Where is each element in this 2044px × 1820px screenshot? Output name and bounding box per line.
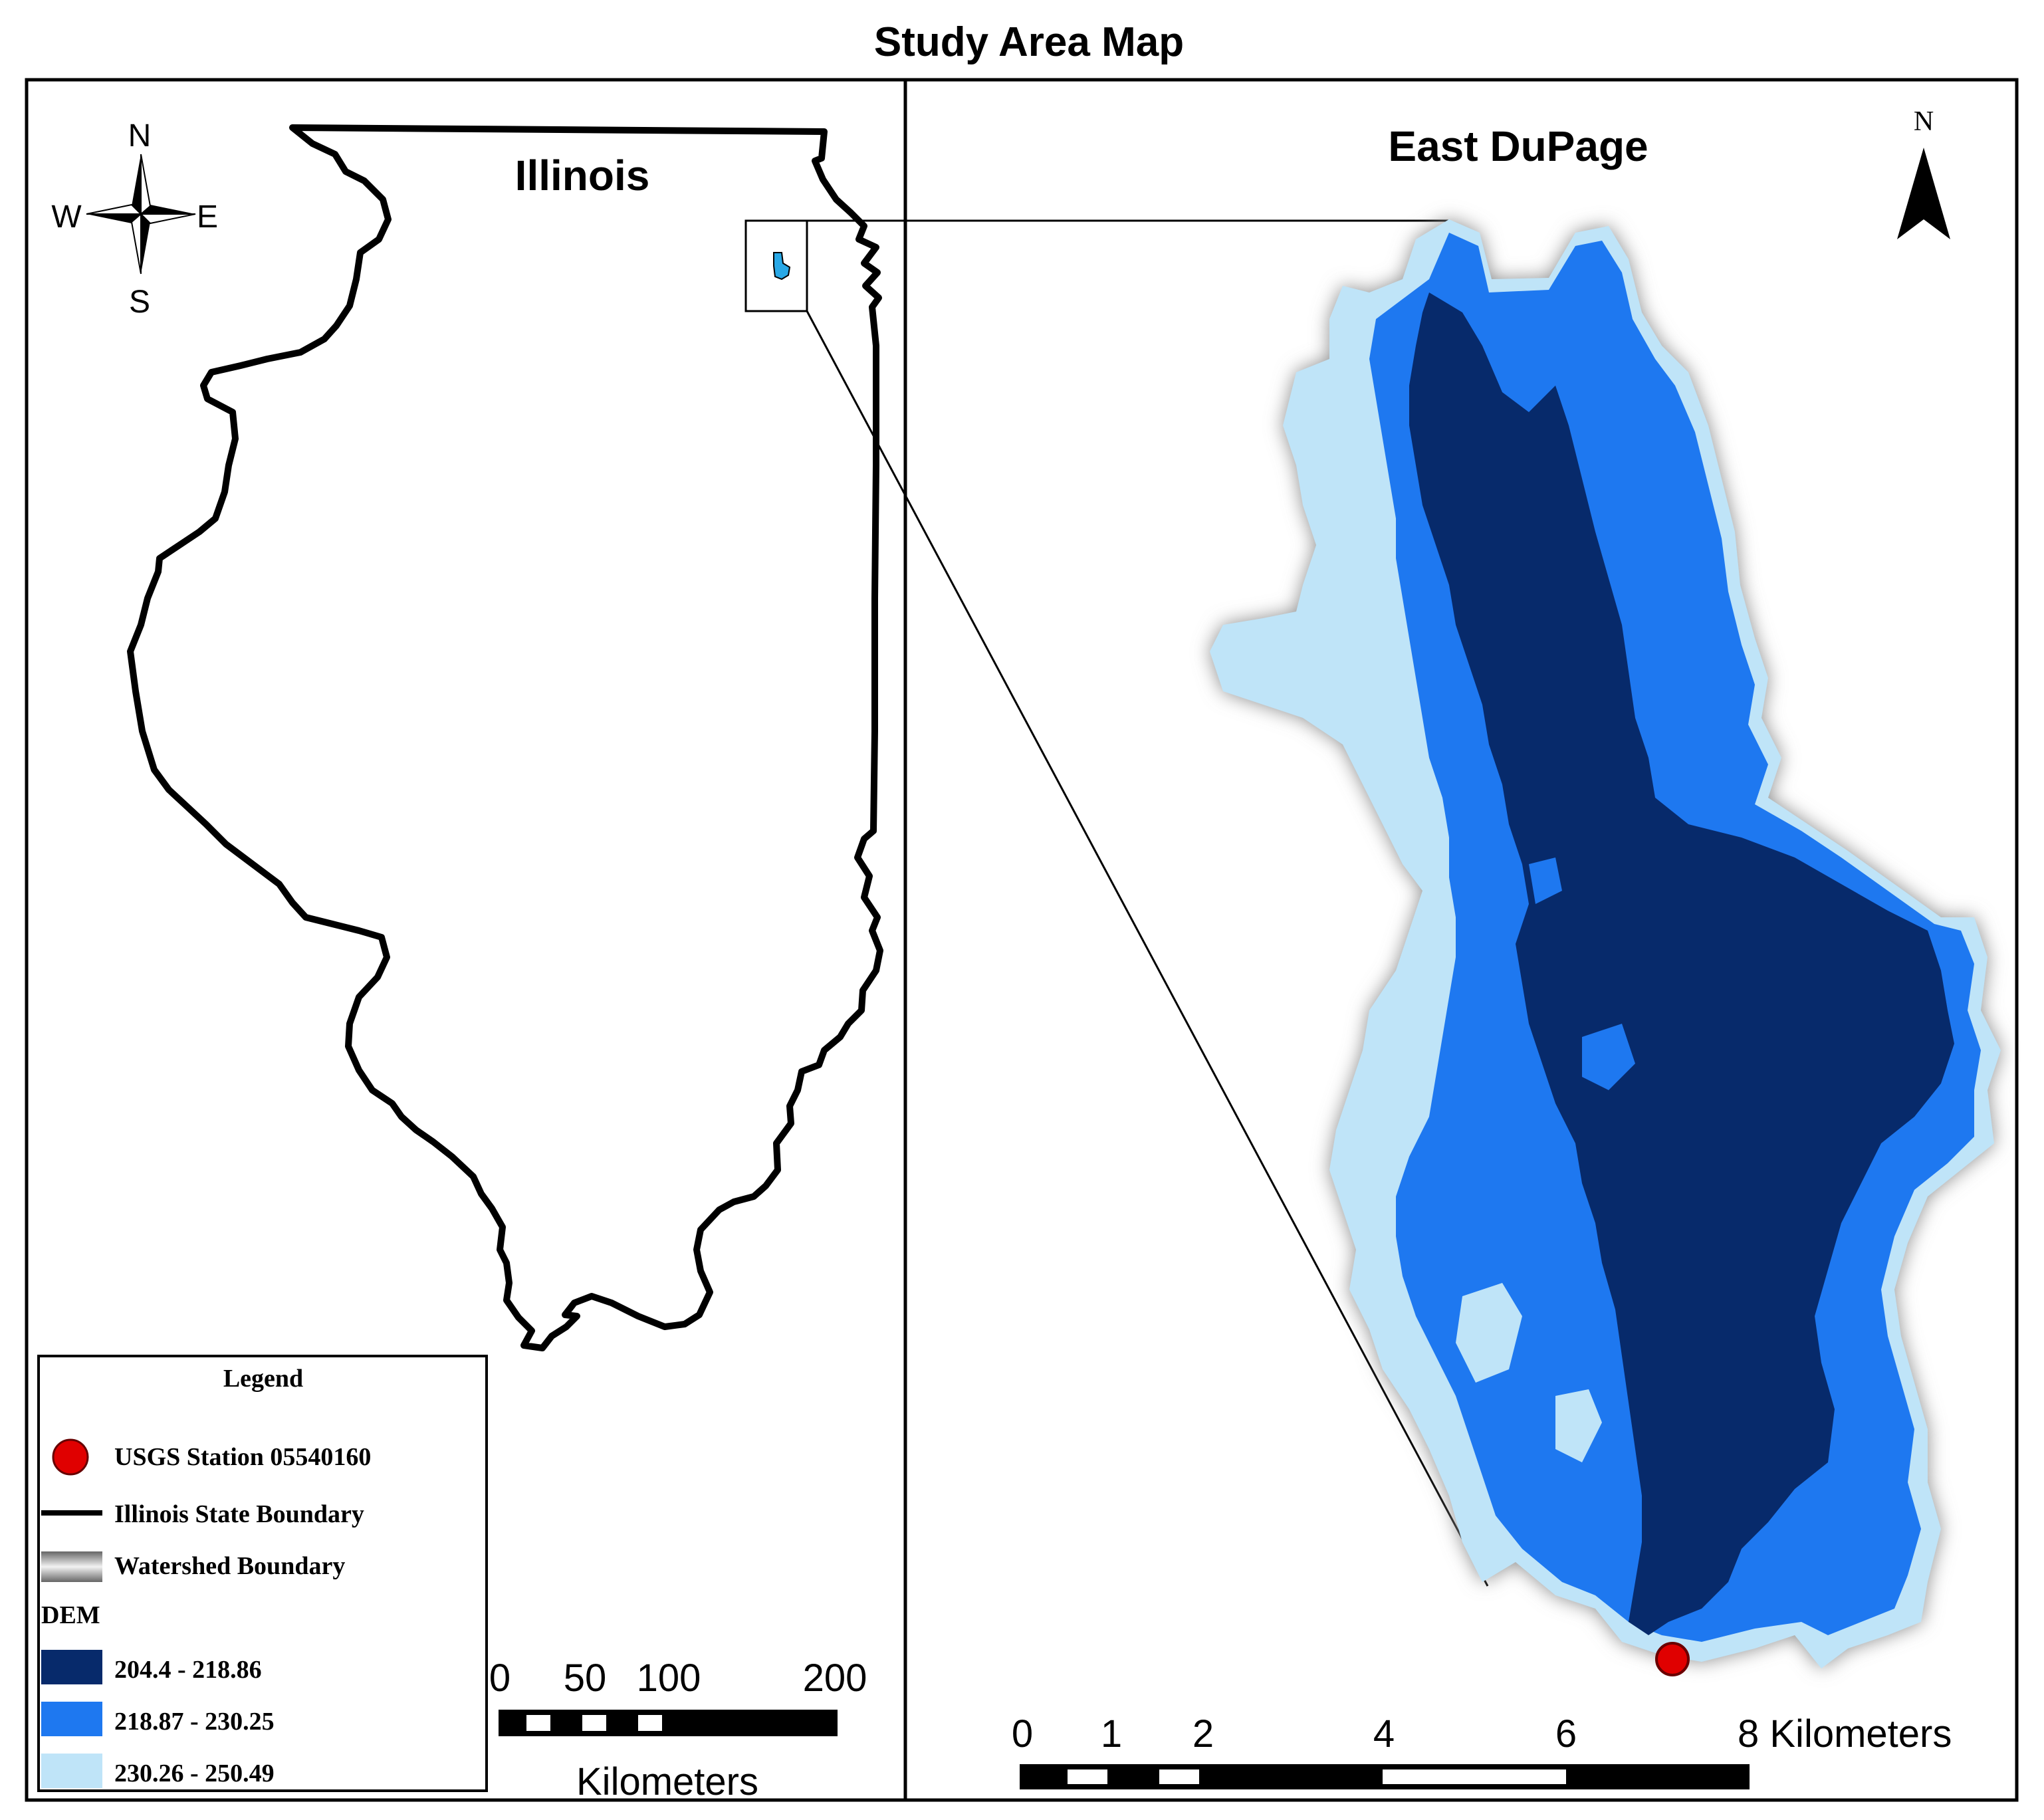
legend-station-symbol (52, 1438, 89, 1476)
dem-patch-2 (1555, 1389, 1602, 1462)
watershed-dem-map (1210, 219, 2001, 1668)
usgs-station-marker (1655, 1642, 1690, 1676)
legend-dem-label-mid: 218.87 - 230.25 (114, 1708, 275, 1736)
legend-dem-title: DEM (41, 1601, 100, 1629)
right-scale-tick-1: 1 (1101, 1712, 1122, 1756)
right-scale-tick-8-units: 8 Kilometers (1738, 1712, 1952, 1756)
compass-north-label: N (128, 118, 152, 154)
dem-class-low (1409, 292, 1954, 1635)
legend-watershed-label: Watershed Boundary (114, 1552, 345, 1580)
legend-dem-swatch-high (41, 1754, 102, 1788)
zoom-line-bottom (806, 310, 1489, 1587)
legend-box (37, 1355, 488, 1792)
north-arrow-icon (1897, 148, 1950, 239)
legend-dem-label-low: 204.4 - 218.86 (114, 1656, 262, 1684)
legend-dem-swatch-low (41, 1650, 102, 1684)
right-scale-tick-6: 6 (1555, 1712, 1577, 1756)
inset-extent-box (744, 219, 808, 312)
watershed-inset-shape (773, 252, 791, 281)
illinois-state-boundary (127, 124, 883, 1351)
legend-title: Legend (223, 1365, 303, 1393)
compass-east-label: E (197, 199, 218, 235)
left-scale-bar (499, 1710, 838, 1736)
legend-station-label: USGS Station 05540160 (114, 1443, 371, 1471)
dem-patch-3 (1582, 1024, 1635, 1090)
right-panel-frame (903, 78, 2019, 1802)
left-scale-tick-0: 0 (489, 1656, 511, 1700)
right-scale-tick-2: 2 (1192, 1712, 1214, 1756)
right-scale-tick-4: 4 (1373, 1712, 1395, 1756)
legend-watershed-symbol (41, 1551, 102, 1582)
legend-dem-label-high: 230.26 - 250.49 (114, 1760, 275, 1787)
left-scale-tick-200: 200 (803, 1656, 867, 1700)
left-scale-units: Kilometers (576, 1760, 758, 1803)
dem-patch-4 (1529, 857, 1562, 904)
legend-state-boundary-label: Illinois State Boundary (114, 1500, 364, 1528)
right-scale-tick-0: 0 (1012, 1712, 1033, 1756)
illinois-label: Illinois (515, 152, 650, 199)
left-scale-tick-100: 100 (637, 1656, 701, 1700)
compass-rose (86, 154, 196, 275)
compass-west-label: W (51, 199, 82, 235)
right-scale-bar (1020, 1764, 1750, 1789)
east-dupage-label: East DuPage (1388, 122, 1648, 170)
north-arrow-label: N (1914, 106, 1934, 137)
legend-dem-swatch-mid (41, 1702, 102, 1736)
dem-patch-1 (1456, 1283, 1522, 1383)
compass-south-label: S (129, 284, 150, 320)
figure-title: Study Area Map (874, 19, 1184, 65)
left-scale-tick-50: 50 (564, 1656, 607, 1700)
legend-state-boundary-symbol (41, 1510, 102, 1516)
